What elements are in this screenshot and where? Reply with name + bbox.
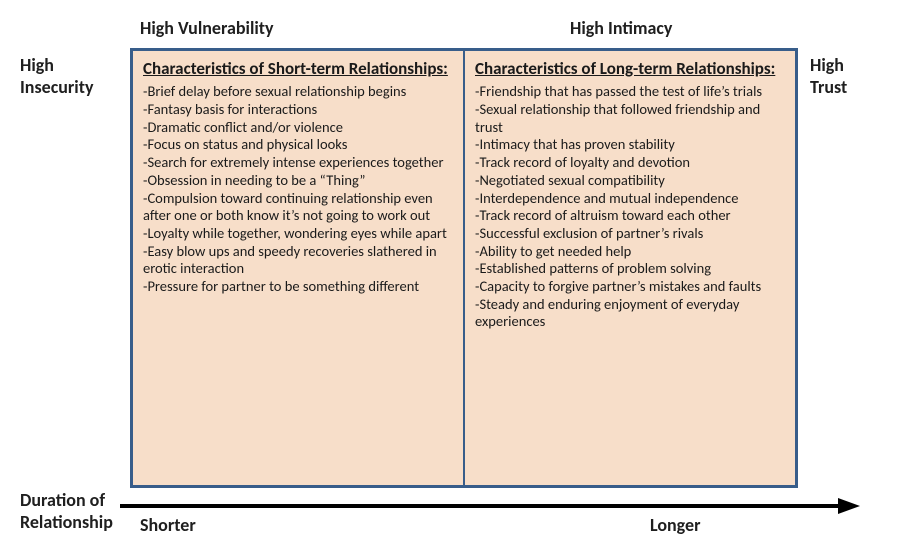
- right-column: Characteristics of Long-term Relationshi…: [465, 51, 795, 485]
- arrow-head-icon: [838, 498, 860, 514]
- list-item: -Focus on status and physical looks: [143, 136, 453, 154]
- list-item: -Search for extremely intense experience…: [143, 154, 453, 172]
- x-axis-left-label: Shorter: [140, 515, 196, 537]
- right-column-items: -Friendship that has passed the test of …: [475, 83, 785, 331]
- list-item: -Fantasy basis for interactions: [143, 101, 453, 119]
- list-item: -Friendship that has passed the test of …: [475, 83, 785, 101]
- top-axis-left-label: High Vulnerability: [140, 18, 274, 40]
- list-item: -Dramatic conflict and/or violence: [143, 119, 453, 137]
- top-axis-right-label: High Intimacy: [570, 18, 672, 40]
- list-item: -Track record of altruism toward each ot…: [475, 207, 785, 225]
- left-column-header: Characteristics of Short-term Relationsh…: [143, 59, 453, 79]
- list-item: -Interdependence and mutual independence: [475, 190, 785, 208]
- list-item: -Pressure for partner to be something di…: [143, 278, 453, 296]
- list-item: -Successful exclusion of partner’s rival…: [475, 225, 785, 243]
- left-axis-label: High Insecurity: [20, 55, 93, 98]
- right-column-header: Characteristics of Long-term Relationshi…: [475, 59, 785, 79]
- list-item: -Track record of loyalty and devotion: [475, 154, 785, 172]
- list-item: -Sexual relationship that followed frien…: [475, 101, 785, 136]
- matrix-box: Characteristics of Short-term Relationsh…: [130, 48, 798, 488]
- list-item: -Steady and enduring enjoyment of everyd…: [475, 296, 785, 331]
- list-item: -Capacity to forgive partner’s mistakes …: [475, 278, 785, 296]
- list-item: -Compulsion toward continuing relationsh…: [143, 190, 453, 225]
- list-item: -Obsession in needing to be a “Thing”: [143, 172, 453, 190]
- right-axis-label: High Trust: [810, 55, 847, 98]
- list-item: -Established patterns of problem solving: [475, 260, 785, 278]
- list-item: -Brief delay before sexual relationship …: [143, 83, 453, 101]
- x-axis-arrow: [120, 498, 860, 514]
- arrow-line: [120, 504, 840, 508]
- list-item: -Ability to get needed help: [475, 243, 785, 261]
- x-axis-right-label: Longer: [650, 515, 700, 537]
- list-item: -Intimacy that has proven stability: [475, 136, 785, 154]
- list-item: -Easy blow ups and speedy recoveries sla…: [143, 243, 453, 278]
- x-axis-title: Duration of Relationship: [20, 490, 113, 533]
- list-item: -Negotiated sexual compatibility: [475, 172, 785, 190]
- left-column-items: -Brief delay before sexual relationship …: [143, 83, 453, 295]
- list-item: -Loyalty while together, wondering eyes …: [143, 225, 453, 243]
- left-column: Characteristics of Short-term Relationsh…: [133, 51, 463, 485]
